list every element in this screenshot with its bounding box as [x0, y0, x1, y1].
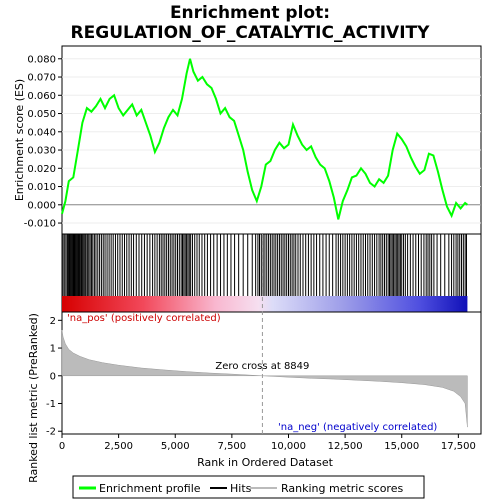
pos-correlated-label: 'na_pos' (positively correlated) — [67, 313, 221, 324]
es-ytick-label: -0.010 — [24, 219, 56, 230]
enrichment-profile-line — [61, 58, 469, 220]
es-panel-frame — [61, 45, 482, 235]
x-tick-label: 7,500 — [218, 441, 247, 452]
metric-ytick-label: 1 — [50, 344, 56, 355]
es-ytick-label: 0.000 — [27, 200, 56, 211]
chart-title-line2: REGULATION_OF_CATALYTIC_ACTIVITY — [71, 23, 431, 43]
x-tick-label: 2,500 — [104, 441, 133, 452]
hit-markers — [62, 234, 468, 296]
es-ytick-label: 0.030 — [27, 146, 56, 157]
ranking-metric-area — [61, 329, 468, 428]
metric-ylabel: Ranked list metric (PreRanked) — [27, 313, 40, 483]
metric-ytick-label: 0 — [50, 371, 56, 382]
x-tick-label: 17,500 — [441, 441, 476, 452]
es-ytick-label: 0.070 — [27, 73, 56, 84]
x-tick-label: 10,000 — [271, 441, 306, 452]
es-ytick-label: 0.050 — [27, 109, 56, 120]
x-tick-label: 15,000 — [384, 441, 419, 452]
metric-ytick-label: 2 — [50, 316, 56, 327]
neg-correlated-label: 'na_neg' (negatively correlated) — [278, 422, 437, 433]
legend-box — [72, 475, 425, 499]
zero-cross-label: Zero cross at 8849 — [215, 361, 309, 372]
es-ytick-label: 0.020 — [27, 164, 56, 175]
legend-metric-label: Ranking metric scores — [281, 482, 403, 495]
x-axis-label: Rank in Ordered Dataset — [197, 456, 334, 469]
x-tick-label: 5,000 — [161, 441, 190, 452]
es-ylabel: Enrichment score (ES) — [13, 79, 26, 201]
es-ytick-label: 0.080 — [27, 54, 56, 65]
chart-title-line1: Enrichment plot: — [170, 3, 330, 23]
legend-enrichment-label: Enrichment profile — [99, 482, 201, 495]
es-ytick-label: 0.040 — [27, 127, 56, 138]
x-tick-label: 12,500 — [328, 441, 363, 452]
metric-ytick-label: -1 — [46, 399, 56, 410]
x-tick-label: 0 — [59, 441, 65, 452]
rank-color-bar — [62, 296, 468, 312]
metric-ytick-label: -2 — [46, 427, 56, 438]
es-ytick-label: 0.060 — [27, 91, 56, 102]
es-ytick-label: 0.010 — [27, 182, 56, 193]
legend-hits-label: Hits — [230, 482, 252, 495]
